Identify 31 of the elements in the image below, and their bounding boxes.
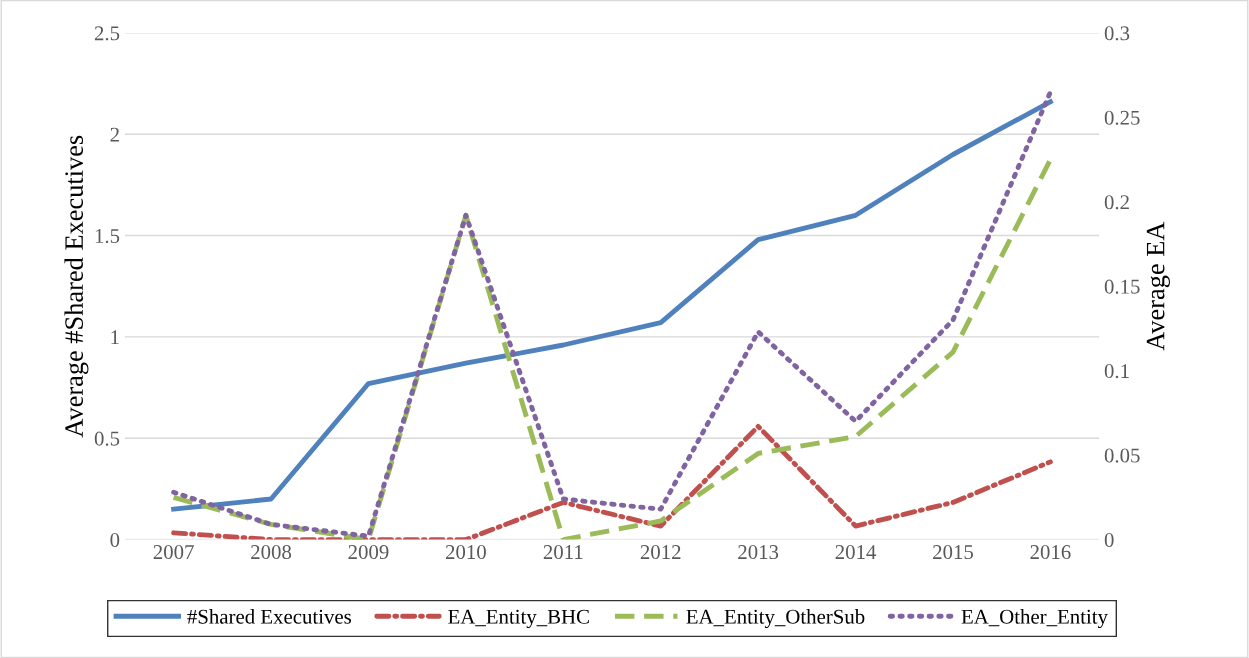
y2-tick-label: 0.3 [1104, 26, 1130, 41]
x-tick-label: 2015 [933, 545, 974, 560]
y-tick-label: 0.5 [94, 431, 120, 446]
x-tick-label: 2009 [348, 545, 389, 560]
x-tick-label: 2016 [1030, 545, 1071, 560]
y-tick-label: 0 [110, 532, 120, 547]
x-tick-label: 2012 [640, 545, 681, 560]
x-tick-label: 2013 [738, 545, 779, 560]
line-series [171, 423, 1053, 540]
line-series [171, 157, 1053, 540]
x-tick-label: 2007 [153, 545, 194, 560]
y-tick-label: 2 [110, 127, 119, 142]
x-tick-label: 2010 [445, 545, 486, 560]
y2-axis-title: Average EA [1146, 221, 1170, 351]
legend-label: EA_Other_Entity [961, 609, 1108, 629]
y-tick-label: 1.5 [95, 229, 120, 244]
y2-tick-label: 0.25 [1104, 110, 1140, 125]
y2-tick-label: 0.05 [1104, 448, 1140, 463]
y2-tick-label: 0 [1104, 532, 1114, 547]
y-tick-label: 1 [111, 330, 119, 345]
legend-label: EA_Entity_BHC [448, 609, 589, 629]
x-tick-label: 2011 [543, 545, 583, 560]
y2-tick-label: 0.2 [1104, 195, 1129, 210]
y2-tick-label: 0.1 [1104, 364, 1129, 379]
legend-label: #Shared Executives [187, 609, 352, 624]
y2-tick-label: 0.15 [1104, 279, 1140, 294]
y-axis-title: Average #Shared Executives [64, 135, 89, 438]
x-tick-label: 2008 [251, 545, 292, 560]
legend-label: EA_Entity_OtherSub [686, 609, 865, 629]
x-tick-label: 2014 [835, 545, 877, 560]
y-tick-label: 2.5 [94, 26, 120, 41]
